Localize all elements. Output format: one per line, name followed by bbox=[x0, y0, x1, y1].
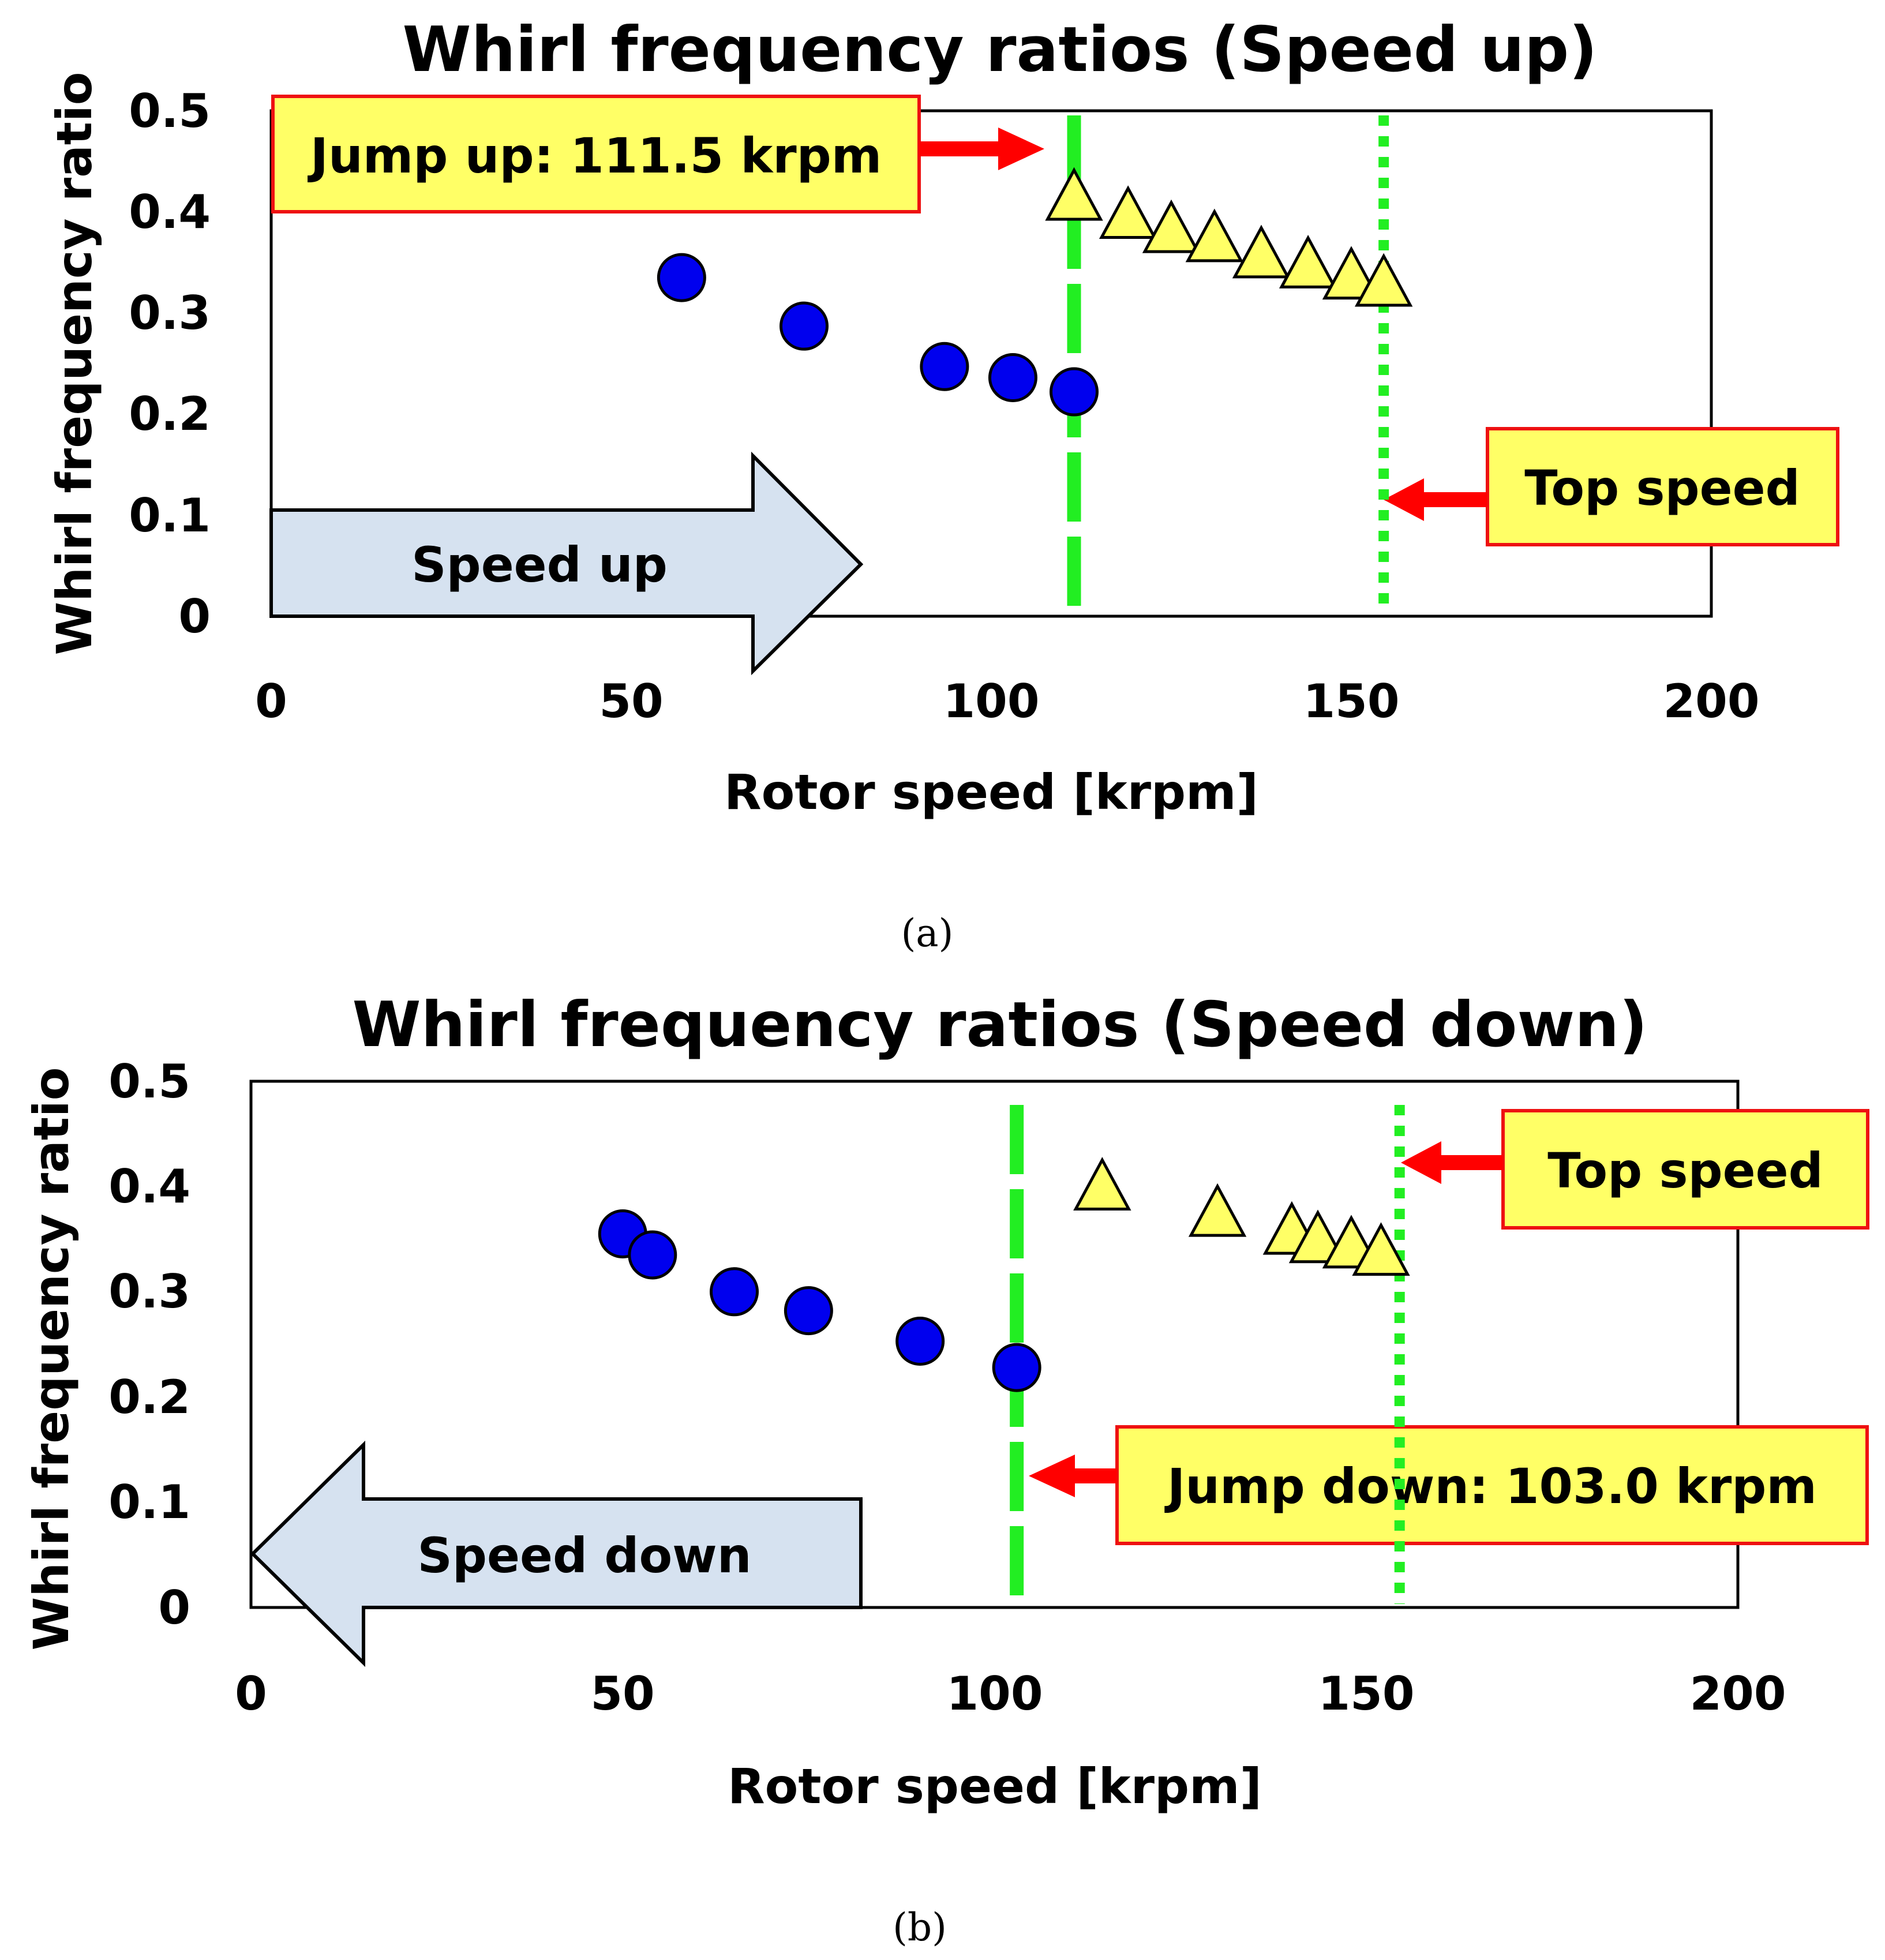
data-point-triangle bbox=[1322, 246, 1381, 300]
jump-up-callout: Jump up: 111.5 krpm bbox=[271, 95, 1044, 213]
chart-a-x-ticks: 0 50 100 150 200 bbox=[255, 674, 1759, 728]
data-point-triangle bbox=[1354, 253, 1413, 307]
chart-speed-up: Whirl frequency ratios (Speed up) 0 0.1 … bbox=[46, 14, 1839, 955]
data-point-circle bbox=[657, 253, 706, 302]
chart-b-y-axis-label: Whirl frequency ratio bbox=[23, 1067, 80, 1651]
top-speed-callout-b: Top speed bbox=[1401, 1109, 1869, 1230]
x-tick-label: 100 bbox=[947, 1667, 1043, 1721]
x-tick-label: 50 bbox=[590, 1667, 654, 1721]
data-point-triangle bbox=[1099, 185, 1157, 239]
chart-speed-down: Whirl frequency ratios (Speed down) 0 0.… bbox=[23, 989, 1869, 1950]
x-tick-label: 100 bbox=[943, 674, 1040, 728]
data-point-triangle bbox=[1232, 224, 1291, 279]
jump-down-callout-box bbox=[1115, 1425, 1869, 1545]
speed-up-arrow-label: Speed up bbox=[411, 537, 668, 593]
data-point-circle bbox=[988, 353, 1037, 403]
jump-down-callout-text: Jump down: 103.0 krpm bbox=[1164, 1458, 1817, 1515]
chart-b-x-axis-label: Rotor speed [krpm] bbox=[728, 1758, 1262, 1815]
y-tick-label: 0.1 bbox=[129, 489, 211, 542]
data-point-triangle bbox=[1279, 235, 1337, 288]
y-tick-label: 0.2 bbox=[129, 387, 211, 441]
data-point-circle bbox=[628, 1230, 677, 1280]
jump-up-pointer-head bbox=[998, 128, 1044, 170]
data-point-triangle bbox=[1045, 167, 1103, 221]
y-tick-label: 0.5 bbox=[108, 1055, 190, 1108]
speed-down-arrow: Speed down bbox=[250, 1440, 863, 1667]
top-speed-pointer-head bbox=[1401, 1141, 1441, 1184]
chart-a-caption: (a) bbox=[901, 911, 954, 955]
top-speed-pointer-head bbox=[1384, 478, 1424, 521]
chart-a-title: Whirl frequency ratios (Speed up) bbox=[402, 14, 1597, 86]
x-tick-label: 150 bbox=[1318, 1667, 1415, 1721]
chart-b-caption: (b) bbox=[893, 1905, 947, 1950]
x-tick-label: 150 bbox=[1303, 674, 1400, 728]
chart-b-y-ticks: 0 0.1 0.2 0.3 0.4 0.5 bbox=[108, 1055, 190, 1635]
data-point-circle bbox=[780, 301, 829, 351]
data-point-triangle bbox=[1288, 1209, 1347, 1264]
data-point-circle bbox=[1050, 367, 1099, 417]
y-tick-label: 0.4 bbox=[129, 185, 211, 239]
speed-down-arrow-label: Speed down bbox=[417, 1527, 751, 1584]
x-tick-label: 200 bbox=[1690, 1667, 1786, 1721]
x-tick-label: 0 bbox=[255, 674, 287, 728]
jump-up-callout-box bbox=[271, 95, 921, 213]
y-tick-label: 0.4 bbox=[108, 1160, 190, 1213]
chart-a-y-axis-label: Whirl frequency ratio bbox=[46, 72, 103, 655]
data-point-triangle bbox=[1142, 199, 1201, 253]
y-tick-label: 0.5 bbox=[129, 84, 211, 138]
y-tick-label: 0.2 bbox=[108, 1370, 190, 1424]
y-tick-label: 0.3 bbox=[129, 286, 211, 340]
top-speed-callout-text: Top speed bbox=[1524, 460, 1800, 516]
data-point-triangle bbox=[1073, 1157, 1131, 1211]
data-point-triangle bbox=[1188, 1183, 1247, 1237]
chart-a-data-layer bbox=[657, 115, 1413, 610]
jump-down-pointer-head bbox=[1029, 1455, 1075, 1497]
data-point-circle bbox=[784, 1286, 833, 1336]
y-tick-label: 0.1 bbox=[108, 1475, 190, 1529]
y-tick-label: 0 bbox=[178, 590, 211, 643]
data-point-circle bbox=[710, 1267, 759, 1317]
data-point-circle bbox=[895, 1317, 945, 1366]
chart-b-data-layer bbox=[598, 1105, 1410, 1604]
data-point-triangle bbox=[1185, 208, 1244, 263]
x-tick-label: 50 bbox=[599, 674, 663, 728]
y-tick-label: 0.3 bbox=[108, 1265, 190, 1318]
speed-up-arrow-shape bbox=[269, 451, 864, 676]
data-point-triangle bbox=[1352, 1222, 1410, 1276]
speed-down-arrow-shape bbox=[250, 1440, 863, 1667]
y-tick-label: 0 bbox=[158, 1581, 190, 1635]
chart-a-x-axis-label: Rotor speed [krpm] bbox=[724, 764, 1258, 820]
jump-up-callout-text: Jump up: 111.5 krpm bbox=[308, 128, 882, 184]
x-tick-label: 0 bbox=[235, 1667, 267, 1721]
chart-b-title: Whirl frequency ratios (Speed down) bbox=[352, 989, 1647, 1061]
data-point-circle bbox=[992, 1343, 1041, 1392]
top-speed-callout-a: Top speed bbox=[1384, 427, 1839, 546]
x-tick-label: 200 bbox=[1663, 674, 1760, 728]
top-speed-callout-box bbox=[1501, 1109, 1869, 1230]
chart-a-y-ticks: 0 0.1 0.2 0.3 0.4 0.5 bbox=[129, 84, 211, 643]
speed-up-arrow: Speed up bbox=[269, 451, 864, 676]
chart-b-x-ticks: 0 50 100 150 200 bbox=[235, 1667, 1786, 1721]
data-point-circle bbox=[920, 342, 969, 391]
top-speed-callout-box bbox=[1486, 427, 1839, 546]
jump-down-callout: Jump down: 103.0 krpm bbox=[1029, 1425, 1869, 1545]
top-speed-callout-text: Top speed bbox=[1547, 1142, 1823, 1199]
